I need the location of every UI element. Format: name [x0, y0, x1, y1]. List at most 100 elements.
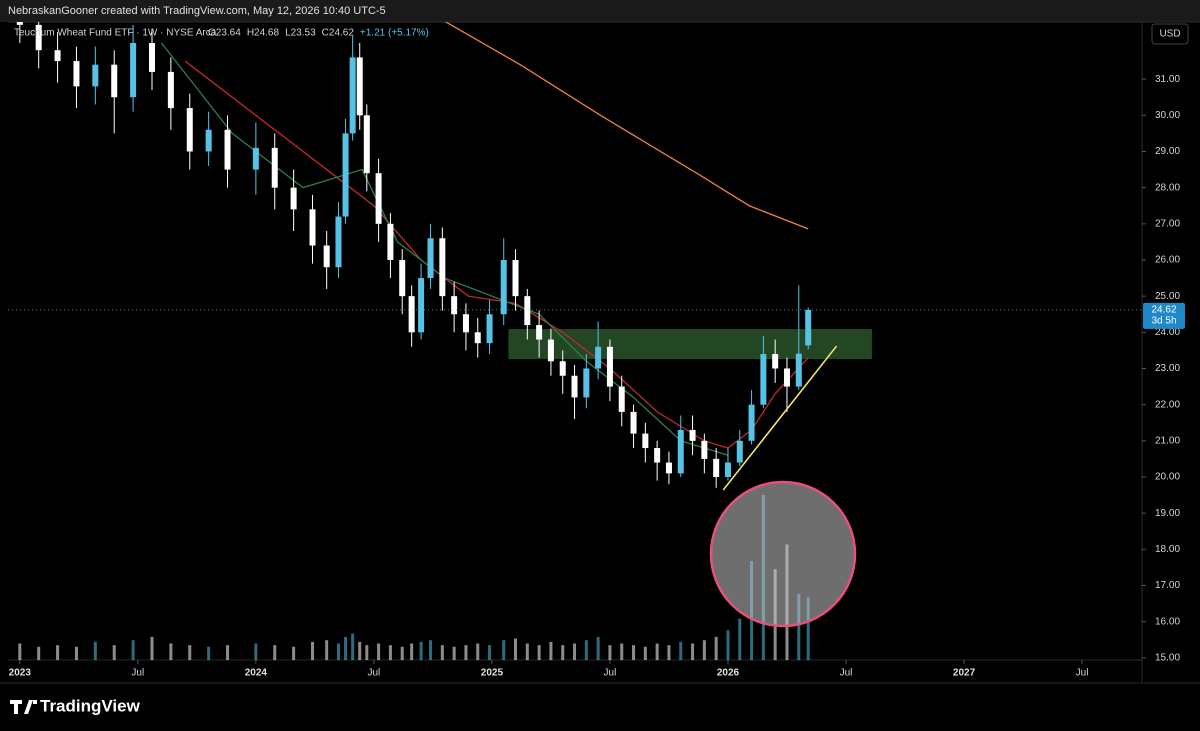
- volume-bar: [292, 646, 296, 660]
- candle-body: [205, 129, 212, 152]
- candle-body: [54, 50, 61, 62]
- volume-bar: [608, 645, 612, 660]
- candle-body: [439, 238, 446, 297]
- candle-body: [760, 354, 767, 405]
- candle-body: [335, 216, 342, 268]
- volume-bar: [419, 641, 423, 660]
- x-tick-label: 2025: [481, 668, 504, 679]
- y-tick-label: 23.00: [1155, 363, 1180, 374]
- x-tick-label: Jul: [131, 668, 144, 679]
- volume-bar: [726, 630, 730, 660]
- volume-bar: [476, 643, 480, 660]
- volume-bar: [797, 594, 801, 660]
- volume-bar: [311, 641, 315, 660]
- ohlc-legend: O23.64 H24.68 L23.53 C24.62 +1.21 (+5.17%): [208, 28, 429, 39]
- candle-body: [559, 361, 566, 376]
- candle-body: [252, 147, 259, 170]
- candle-body: [665, 462, 672, 474]
- candle-body: [630, 411, 637, 434]
- candle-body: [654, 448, 661, 463]
- x-tick-label: Jul: [1076, 668, 1089, 679]
- volume-bar: [702, 640, 706, 660]
- volume-bar: [93, 641, 97, 660]
- volume-bar: [169, 643, 173, 660]
- candle-body: [290, 187, 297, 210]
- moving-average: [444, 22, 809, 230]
- volume-bar: [655, 643, 659, 660]
- candle-body: [462, 314, 469, 333]
- candle-body: [795, 353, 802, 387]
- highlight-circle: [709, 480, 857, 628]
- volume-bar: [410, 643, 414, 660]
- candle-body: [130, 42, 137, 98]
- candle-body: [271, 147, 278, 188]
- legend-value: O23.64: [208, 28, 241, 39]
- volume-bar: [131, 640, 135, 660]
- volume-bar: [561, 645, 565, 660]
- last-price-tag: [1143, 302, 1185, 329]
- volume-bar: [488, 645, 492, 660]
- trendline: [722, 345, 838, 491]
- candle-body: [583, 368, 590, 398]
- currency-button[interactable]: [1151, 23, 1189, 45]
- x-tick-label: 2024: [245, 668, 268, 679]
- volume-bar: [112, 645, 116, 660]
- x-tick-label: 2023: [9, 668, 32, 679]
- candle-body: [186, 108, 193, 152]
- candle-body: [418, 278, 425, 333]
- last-price-label: 24.62: [1151, 305, 1176, 316]
- x-tick-label: 2027: [953, 668, 976, 679]
- candle-body: [363, 115, 370, 174]
- y-tick-label: 26.00: [1155, 255, 1180, 266]
- header-text: NebraskanGooner created with TradingView…: [8, 5, 386, 17]
- volume-bar: [37, 646, 41, 660]
- candle-body: [474, 332, 481, 344]
- volume-bar: [440, 645, 444, 660]
- volume-bar: [429, 640, 433, 660]
- volume-bar: [377, 643, 381, 660]
- candle-body: [309, 209, 316, 246]
- volume-bar: [344, 636, 348, 660]
- volume-bar: [464, 645, 468, 660]
- candle-body: [399, 259, 406, 297]
- volume-bar: [596, 636, 600, 660]
- candle-body: [356, 57, 363, 116]
- candle-body: [748, 404, 755, 441]
- moving-average: [184, 60, 809, 449]
- y-tick-label: 31.00: [1155, 74, 1180, 85]
- volume-bar: [714, 636, 718, 660]
- volume-bar: [325, 640, 329, 660]
- candle-body: [349, 57, 356, 134]
- candle-body: [342, 133, 349, 217]
- candle-body: [148, 42, 155, 72]
- candle-body: [689, 429, 696, 441]
- volume-bar: [502, 640, 506, 660]
- y-tick-label: 22.00: [1155, 399, 1180, 410]
- volume-bar: [226, 645, 230, 660]
- volume-bar: [254, 643, 258, 660]
- candle-body: [805, 309, 812, 346]
- legend-value: C24.62: [322, 28, 355, 39]
- volume-bar: [150, 636, 154, 660]
- candle-body: [713, 458, 720, 477]
- volume-bar: [537, 645, 541, 660]
- candle-body: [524, 296, 531, 326]
- candle-body: [323, 245, 330, 268]
- x-tick-label: Jul: [367, 668, 380, 679]
- header-bar: [0, 0, 1200, 22]
- y-tick-label: 15.00: [1155, 652, 1180, 663]
- y-tick-label: 20.00: [1155, 472, 1180, 483]
- y-tick-label: 19.00: [1155, 508, 1180, 519]
- volume-bar: [632, 645, 636, 660]
- candle-body: [92, 64, 99, 87]
- volume-bar: [806, 597, 810, 660]
- candle-body: [111, 64, 118, 98]
- y-tick-label: 25.00: [1155, 291, 1180, 302]
- moving-average: [160, 42, 729, 456]
- volume-bar: [207, 646, 211, 660]
- volume-bar: [584, 640, 588, 660]
- legend-value: H24.68: [247, 28, 280, 39]
- x-tick-label: 2026: [717, 668, 740, 679]
- candle-body: [427, 238, 434, 279]
